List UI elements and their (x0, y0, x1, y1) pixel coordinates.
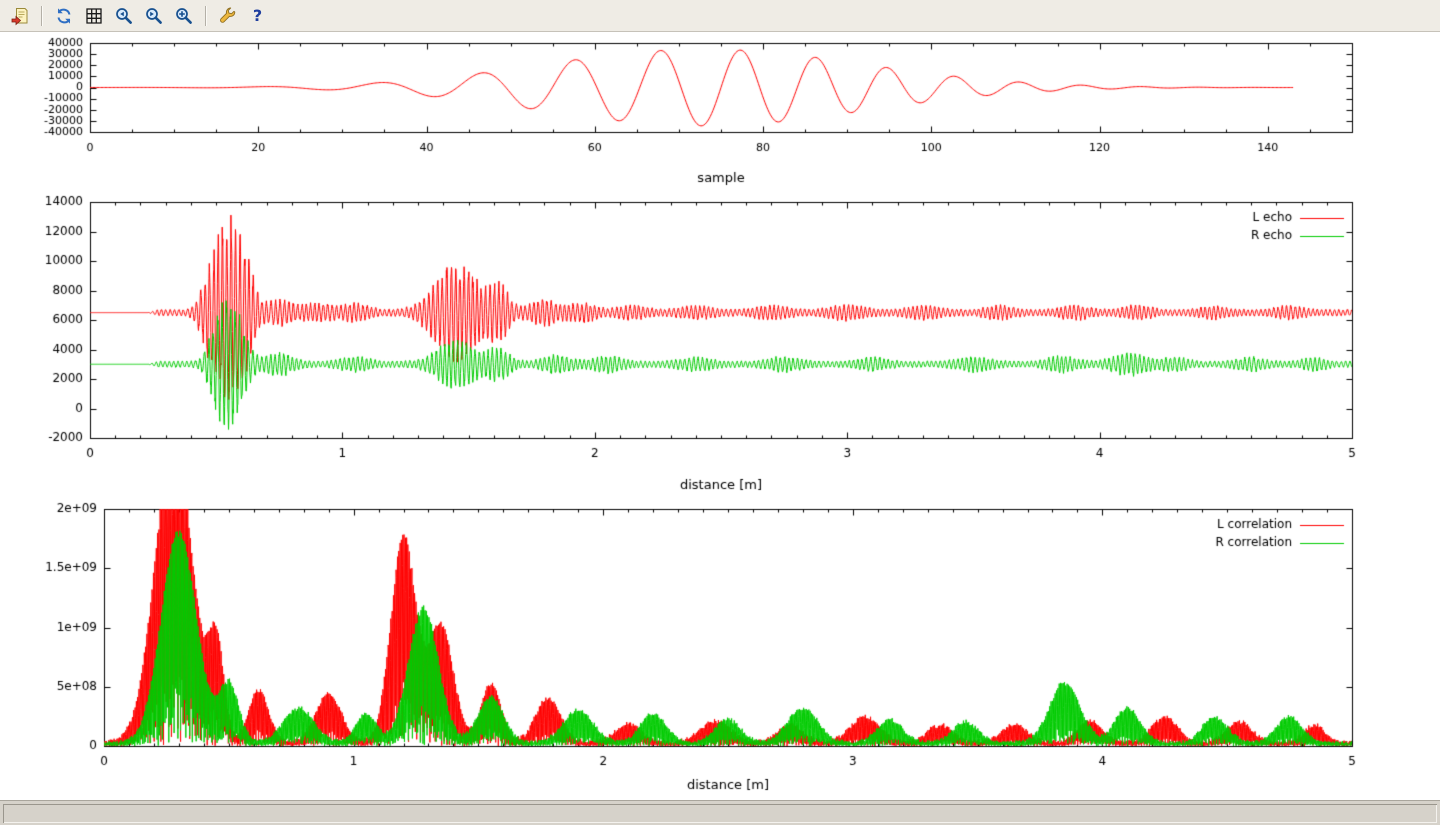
configure-icon (218, 6, 238, 26)
plot-area (0, 32, 1440, 800)
configure-button[interactable] (214, 2, 241, 29)
help-button[interactable]: ? (244, 2, 271, 29)
zoom-previous-icon (114, 6, 134, 26)
grid-toggle-button[interactable] (80, 2, 107, 29)
toolbar-separator (41, 5, 42, 26)
status-text (3, 803, 1437, 823)
replot-icon (54, 6, 74, 26)
pulse-waveform-chart[interactable] (0, 32, 1440, 192)
status-bar (0, 800, 1440, 825)
correlation-chart[interactable] (0, 499, 1440, 799)
replot-button[interactable] (50, 2, 77, 29)
zoom-previous-button[interactable] (110, 2, 137, 29)
copy-plot-button[interactable] (6, 2, 33, 29)
autoscale-button[interactable] (170, 2, 197, 29)
zoom-next-icon (144, 6, 164, 26)
toolbar: ? (0, 0, 1440, 32)
echo-chart[interactable] (0, 192, 1440, 499)
grid-icon (84, 6, 104, 26)
toolbar-separator (205, 5, 206, 26)
autoscale-icon (174, 6, 194, 26)
zoom-next-button[interactable] (140, 2, 167, 29)
copy-plot-icon (10, 6, 30, 26)
help-icon: ? (252, 5, 263, 25)
